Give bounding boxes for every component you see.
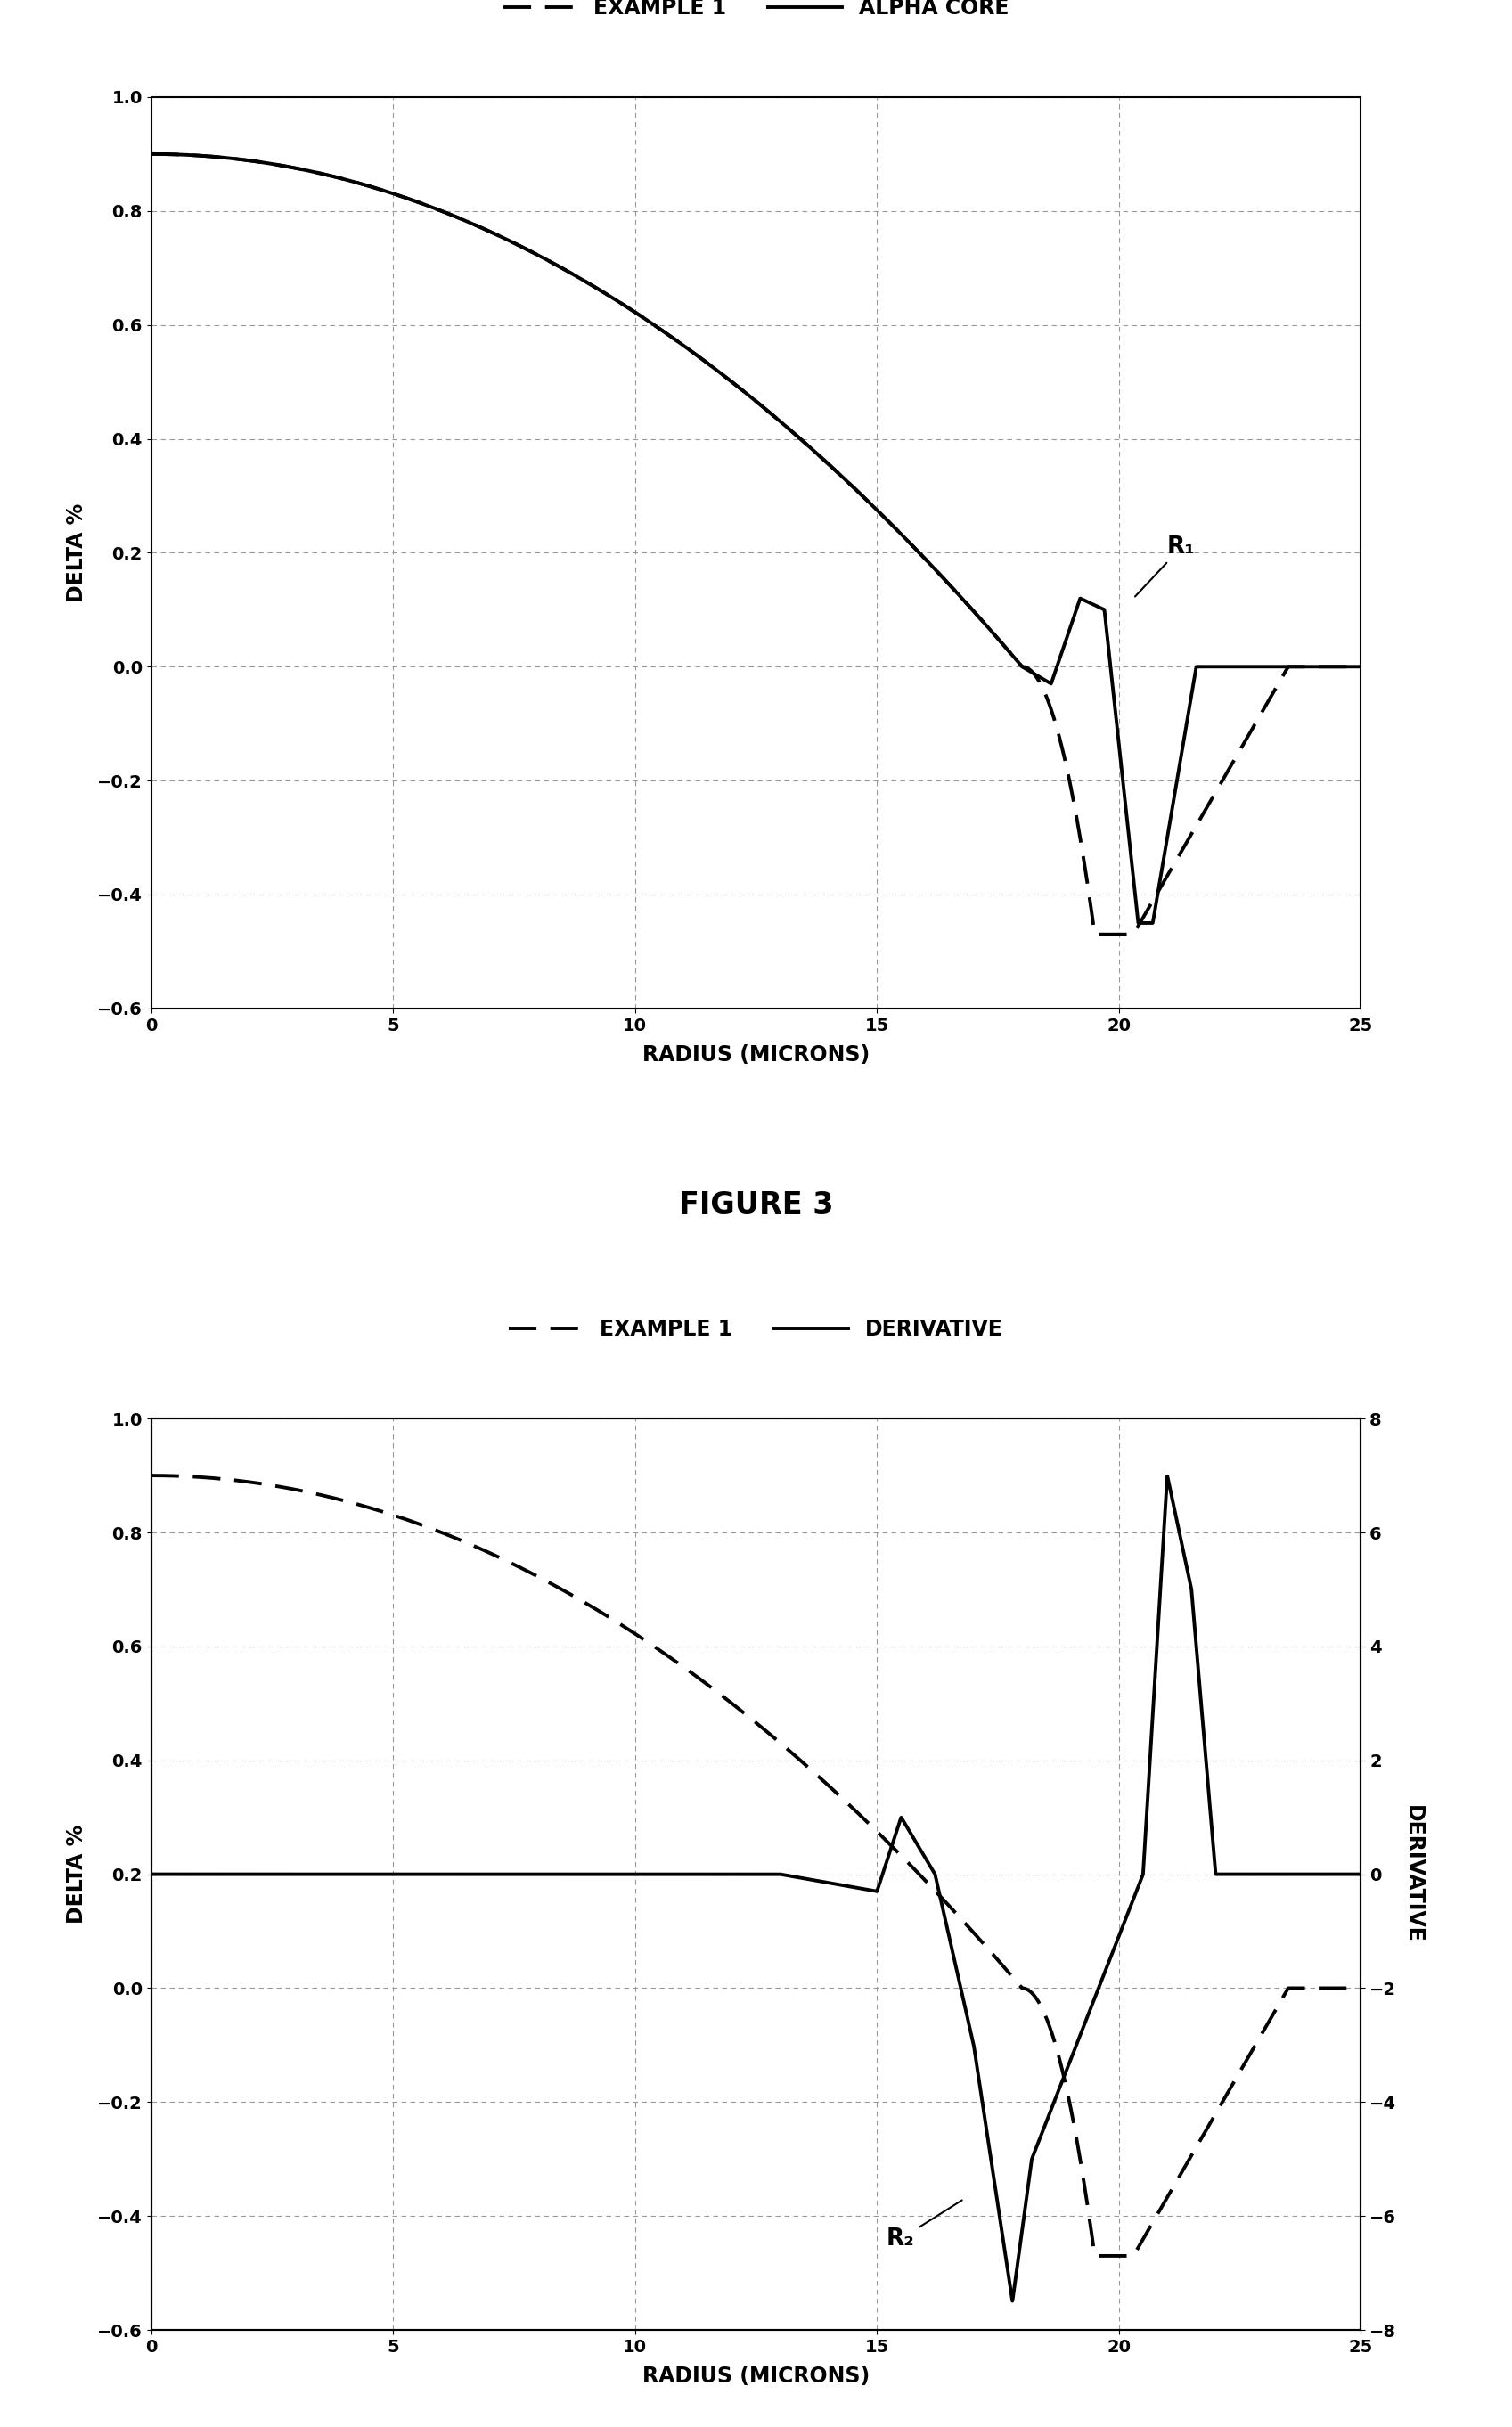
EXAMPLE 1	[142, 138, 160, 167]
Legend: EXAMPLE 1, DERIVATIVE: EXAMPLE 1, DERIVATIVE	[500, 1311, 1012, 1349]
DERIVATIVE	[868, 1876, 886, 1905]
EXAMPLE 1	[928, 1878, 947, 1908]
ALPHA CORE	[1045, 663, 1063, 692]
DERIVATIVE	[605, 1859, 623, 1888]
Line: ALPHA CORE: ALPHA CORE	[151, 153, 1361, 922]
Text: R₂: R₂	[886, 2201, 962, 2250]
EXAMPLE 1	[1352, 1973, 1370, 2002]
Y-axis label: DELTA %: DELTA %	[67, 502, 88, 602]
ALPHA CORE	[1137, 908, 1155, 937]
EXAMPLE 1	[1086, 2240, 1104, 2269]
DERIVATIVE	[1004, 2286, 1022, 2315]
Y-axis label: DERIVATIVE: DERIVATIVE	[1402, 1806, 1423, 1944]
EXAMPLE 1	[1137, 898, 1155, 927]
DERIVATIVE	[1158, 1461, 1176, 1490]
EXAMPLE 1	[1045, 2024, 1063, 2053]
EXAMPLE 1	[1045, 704, 1063, 733]
EXAMPLE 1	[142, 1461, 160, 1490]
EXAMPLE 1	[1352, 653, 1370, 682]
X-axis label: RADIUS (MICRONS): RADIUS (MICRONS)	[643, 1044, 869, 1065]
ALPHA CORE	[1129, 908, 1148, 937]
Line: EXAMPLE 1: EXAMPLE 1	[151, 153, 1361, 934]
DERIVATIVE	[361, 1859, 380, 1888]
ALPHA CORE	[1352, 653, 1370, 682]
EXAMPLE 1	[928, 558, 947, 587]
ALPHA CORE	[361, 172, 380, 201]
ALPHA CORE	[605, 284, 623, 313]
DERIVATIVE	[928, 1871, 947, 1900]
EXAMPLE 1	[1137, 2221, 1155, 2250]
Text: FIGURE 3: FIGURE 3	[679, 1192, 833, 1221]
ALPHA CORE	[142, 138, 160, 167]
Line: DERIVATIVE: DERIVATIVE	[151, 1476, 1361, 2301]
EXAMPLE 1	[1086, 920, 1104, 949]
EXAMPLE 1	[868, 1818, 886, 1847]
EXAMPLE 1	[361, 172, 380, 201]
EXAMPLE 1	[868, 495, 886, 524]
Text: R₁: R₁	[1136, 536, 1196, 597]
ALPHA CORE	[868, 495, 886, 524]
ALPHA CORE	[928, 558, 947, 587]
DERIVATIVE	[1137, 1813, 1155, 1842]
EXAMPLE 1	[605, 1604, 623, 1633]
DERIVATIVE	[1352, 1859, 1370, 1888]
Legend: EXAMPLE 1, ALPHA CORE: EXAMPLE 1, ALPHA CORE	[494, 0, 1018, 27]
Y-axis label: DELTA %: DELTA %	[67, 1825, 88, 1925]
EXAMPLE 1	[605, 284, 623, 313]
DERIVATIVE	[1045, 2087, 1063, 2116]
DERIVATIVE	[142, 1859, 160, 1888]
Line: EXAMPLE 1: EXAMPLE 1	[151, 1476, 1361, 2255]
X-axis label: RADIUS (MICRONS): RADIUS (MICRONS)	[643, 2366, 869, 2386]
EXAMPLE 1	[361, 1493, 380, 1522]
